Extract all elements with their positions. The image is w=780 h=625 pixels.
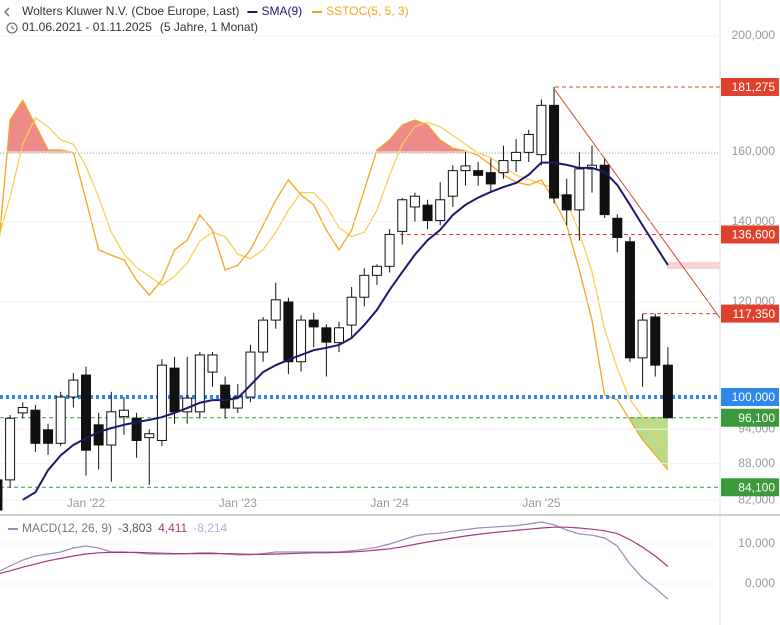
trend-line	[554, 89, 721, 319]
candle-body	[650, 316, 661, 366]
legend-value: -3,803	[118, 521, 152, 535]
candle-body	[207, 354, 218, 373]
candle-body	[624, 241, 635, 359]
candle-body	[30, 409, 41, 444]
candle-body	[435, 199, 446, 222]
candle-body	[296, 319, 307, 363]
x-tick-label: Jan '23	[219, 496, 258, 510]
candle-body	[397, 199, 408, 232]
candle-body	[182, 397, 193, 413]
candle-body	[270, 299, 281, 321]
period: (5 Jahre, 1 Monat)	[160, 20, 258, 34]
y-tick-label: 0,000	[745, 576, 775, 590]
candle-body	[549, 104, 560, 199]
x-tick-label: Jan '25	[522, 496, 561, 510]
candle-body	[371, 265, 382, 276]
level-box	[721, 77, 779, 96]
x-tick-label: Jan '24	[370, 496, 409, 510]
level-box	[721, 225, 779, 244]
candle-body	[334, 327, 344, 344]
level-box	[721, 478, 779, 497]
sma-line	[22, 161, 669, 501]
stoch-line	[0, 98, 669, 471]
candle-body	[561, 194, 572, 211]
candle-body	[473, 170, 484, 176]
candle-body	[308, 319, 319, 328]
y-tick-label: 88,000	[738, 456, 775, 470]
candle-body	[118, 409, 129, 418]
level-label: 181,275	[732, 80, 776, 94]
level-label: 136,600	[732, 228, 776, 242]
level-label: 96,100	[738, 411, 775, 425]
level-box	[721, 304, 779, 323]
legend-value: 4,411	[158, 521, 187, 535]
candle-body	[599, 164, 610, 216]
y-tick-label: 160,000	[732, 144, 776, 158]
candle-body	[574, 168, 585, 211]
candle-body	[144, 433, 155, 439]
date-range: 01.06.2021 - 01.11.2025	[22, 20, 152, 34]
level-label: 100,000	[732, 390, 776, 404]
candle-body	[422, 204, 433, 222]
candle-body	[81, 374, 91, 451]
x-tick-label: Jan '22	[67, 496, 106, 510]
candle-body	[498, 160, 509, 174]
y-tick-label: 10,000	[738, 536, 775, 550]
candle-body	[258, 319, 269, 353]
candle-body	[637, 319, 648, 359]
candle-body	[384, 233, 395, 267]
candle-body	[220, 384, 231, 409]
candle-body	[5, 417, 16, 481]
candle-body	[346, 296, 357, 326]
candle-body	[131, 417, 142, 441]
level-box	[721, 408, 779, 427]
y-tick-label: 140,000	[732, 214, 776, 228]
candle-body	[447, 170, 458, 197]
candle-body	[194, 354, 205, 413]
candle-body	[321, 327, 332, 343]
candle-body	[93, 424, 104, 446]
level-box	[721, 388, 779, 407]
chart-title: Wolters Kluwer N.V. (Cboe Europe, Last)	[22, 4, 239, 18]
candle-body	[169, 367, 180, 413]
candle-body	[245, 351, 256, 398]
labels: Wolters Kluwer N.V. (Cboe Europe, Last) …	[4, 4, 779, 590]
candle-body	[511, 151, 522, 162]
candle-body	[283, 301, 294, 363]
candle-body	[0, 479, 3, 511]
zone	[667, 262, 720, 269]
candle-body	[523, 133, 534, 153]
candle-body	[17, 407, 28, 414]
candle-body	[485, 172, 496, 185]
collapse-icon[interactable]	[4, 7, 10, 17]
candle-body	[409, 195, 420, 208]
candle-body	[359, 274, 370, 298]
candle-body	[43, 429, 54, 444]
macd-line	[0, 526, 669, 574]
candle-body	[460, 165, 471, 172]
candle-body	[156, 364, 167, 441]
legend-label: SMA(9)	[261, 4, 302, 18]
candle-body	[612, 217, 623, 239]
level-label: 117,350	[733, 307, 776, 321]
candle-body	[55, 396, 66, 444]
level-label: 84,100	[738, 480, 775, 494]
legend-label: SSTOC(5, 5, 3)	[326, 4, 408, 18]
clock-icon	[6, 22, 18, 34]
macd-title: MACD(12, 26, 9)	[22, 521, 112, 535]
candle-body	[536, 104, 547, 156]
candle-body	[662, 364, 673, 419]
plot: 200,000160,000140,000120,00094,00088,000…	[0, 28, 776, 600]
candle-body	[68, 379, 79, 398]
legend-value: -8,214	[193, 521, 227, 535]
clock-hand	[11, 25, 15, 30]
y-tick-label: 200,000	[732, 28, 776, 42]
